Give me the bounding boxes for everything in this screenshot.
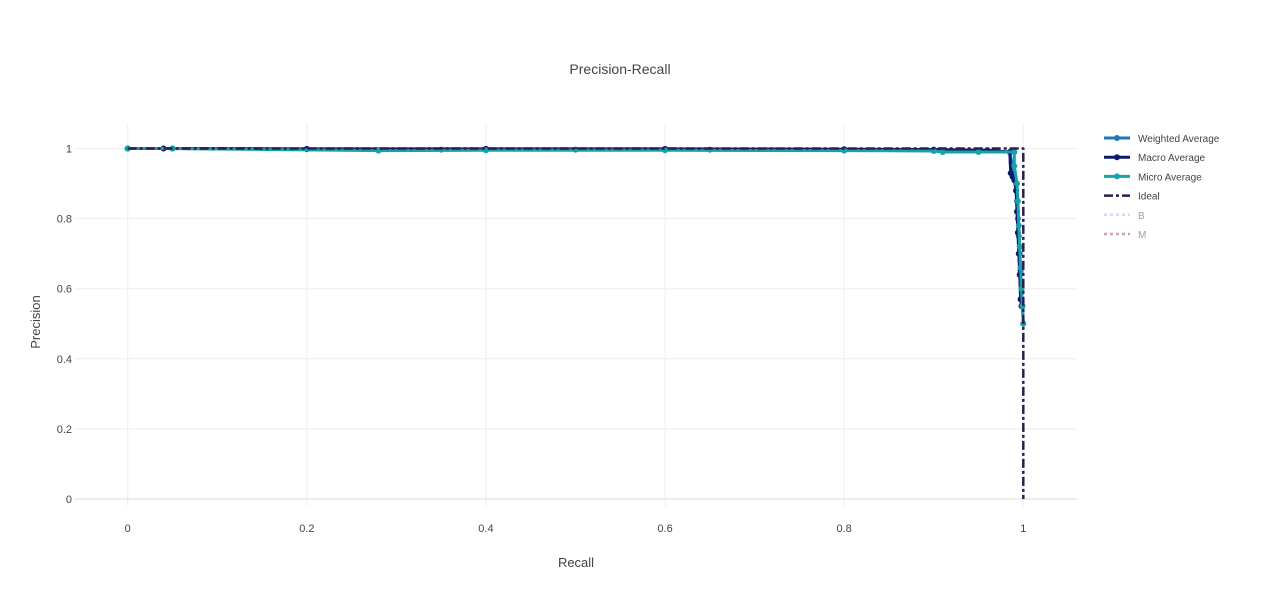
chart-title: Precision-Recall (569, 61, 670, 77)
y-tick-label: 0.6 (57, 284, 72, 296)
data-point[interactable] (1015, 222, 1022, 229)
series-ideal (127, 147, 1025, 499)
x-tick-label: 0.6 (657, 523, 672, 535)
y-tick-label: 1 (66, 144, 72, 156)
x-tick-label: 0.4 (478, 523, 493, 535)
series-weighted-average (124, 145, 1027, 327)
data-point[interactable] (1011, 163, 1018, 170)
data-point[interactable] (1016, 243, 1023, 250)
legend-item-b[interactable]: B (1104, 211, 1145, 222)
legend-marker (1114, 154, 1120, 161)
y-axis-label: Precision (28, 295, 43, 348)
legend: Weighted Average Macro Average Micro Avera… (1104, 134, 1220, 241)
y-tick-label: 0.8 (57, 214, 72, 226)
legend-item-macro-average[interactable]: Macro Average (1104, 153, 1206, 164)
legend-item-weighted-average[interactable]: Weighted Average (1104, 134, 1220, 145)
legend-item-micro-average[interactable]: Micro Average (1104, 172, 1202, 183)
series-macro-average (124, 145, 1025, 310)
x-tick-label: 0.8 (837, 523, 852, 535)
legend-label: Micro Average (1138, 172, 1202, 183)
legend-item-m[interactable]: M (1104, 230, 1146, 241)
series-line (127, 147, 1023, 307)
y-tick-label: 0.2 (57, 424, 72, 436)
plot-area (124, 145, 1027, 499)
x-tick-label: 0.2 (299, 523, 314, 535)
legend-label: Weighted Average (1138, 134, 1220, 145)
legend-marker (1114, 173, 1120, 180)
x-tick-label: 1 (1020, 523, 1026, 535)
x-tick-label: 0 (125, 523, 131, 535)
series-line (127, 147, 1025, 324)
grid (74, 124, 1077, 506)
series-line (127, 147, 1025, 324)
series-micro-average (124, 145, 1027, 327)
legend-item-ideal[interactable]: Ideal (1104, 192, 1160, 203)
data-point[interactable] (975, 149, 982, 156)
y-tick-label: 0.4 (57, 354, 72, 366)
data-point[interactable] (939, 149, 946, 156)
x-axis-label: Recall (558, 555, 594, 570)
data-point[interactable] (1011, 149, 1018, 156)
data-point[interactable] (1014, 198, 1021, 205)
series-line (127, 147, 1025, 499)
legend-label: M (1138, 230, 1146, 241)
data-point[interactable] (1013, 180, 1020, 187)
legend-label: Ideal (1138, 192, 1160, 203)
legend-marker (1114, 135, 1120, 141)
legend-label: Macro Average (1138, 153, 1206, 164)
y-tick-label: 0 (66, 494, 72, 506)
axes: 0 0.2 0.4 0.6 0.8 1 0 0.2 0.4 0.6 0.8 1 (57, 144, 1027, 535)
legend-label: B (1138, 211, 1145, 222)
